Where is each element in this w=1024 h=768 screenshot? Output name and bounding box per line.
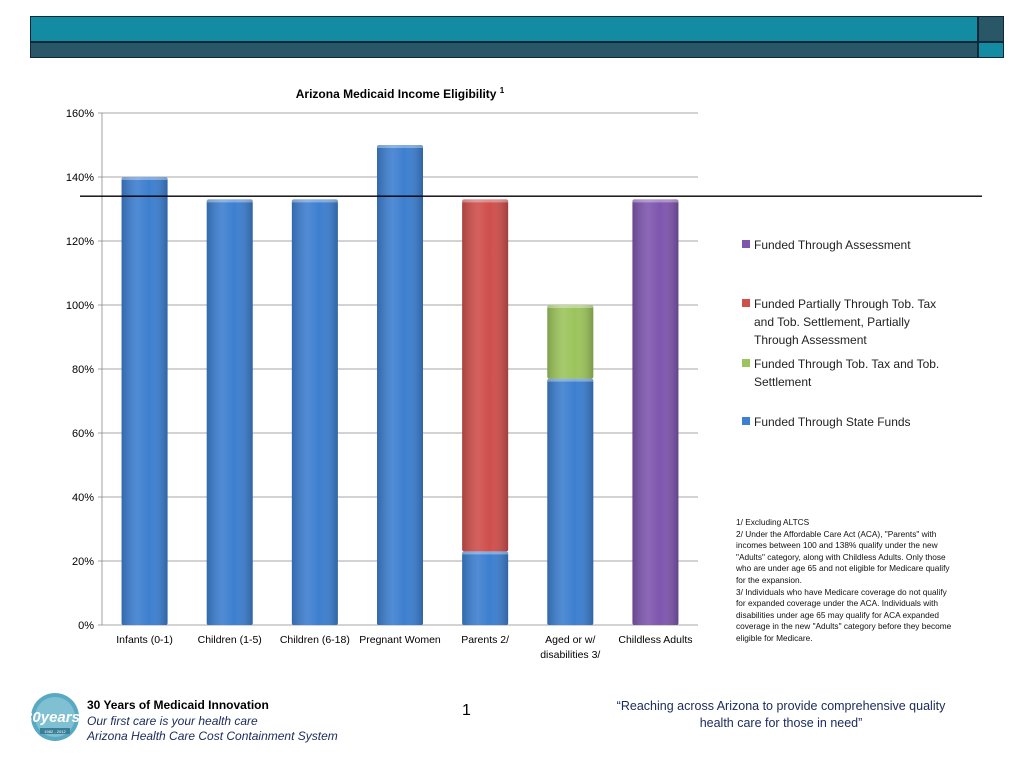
chart-title: Arizona Medicaid Income Eligibility 1 (150, 86, 650, 101)
chart-title-footnote-mark: 1 (499, 86, 505, 95)
bar (377, 145, 423, 625)
page-number: 1 (462, 702, 471, 719)
header-square-top (978, 16, 1004, 42)
y-tick-label: 120% (66, 236, 94, 248)
bar-cap (547, 378, 594, 382)
y-tick-label: 40% (72, 492, 94, 504)
legend-label: and Tob. Settlement, Partially (754, 315, 910, 329)
x-tick-label: Children (6-18) (280, 634, 350, 646)
logo-text: 30years (30, 709, 80, 726)
footer-quote-line-1: “Reaching across Arizona to provide comp… (616, 699, 946, 713)
bar-shading (206, 199, 253, 625)
bar-shading (632, 199, 679, 625)
header-bar-top (30, 16, 978, 42)
legend-swatch (742, 359, 750, 367)
legend-label: Funded Through State Funds (754, 415, 911, 429)
bar (462, 551, 509, 625)
bar-shading (121, 177, 168, 625)
bar-shading (547, 378, 594, 625)
30-years-logo: 30years 1982 - 2012 (30, 693, 80, 741)
bar (632, 199, 679, 625)
y-tick-label: 100% (66, 300, 94, 312)
y-tick-label: 140% (66, 172, 94, 184)
legend-item: Funded Through Assessment (742, 236, 984, 254)
bar-shading (462, 551, 509, 625)
legend-label: Funded Through Tob. Tax and Tob. (754, 357, 940, 371)
legend-label: Funded Partially Through Tob. Tax (754, 297, 937, 311)
bar-shading (547, 305, 594, 379)
footnotes: 1/ Excluding ALTCS 2/ Under the Affordabl… (736, 517, 956, 645)
x-tick-label: disabilities 3/ (540, 649, 600, 661)
footer-quote-line-2: health care for those in need” (699, 716, 863, 730)
bar-cap (291, 199, 338, 203)
bar (206, 199, 253, 625)
bar-cap (462, 199, 509, 203)
y-tick-label: 80% (72, 364, 94, 376)
bar-shading (377, 145, 423, 625)
logo-years: 1982 - 2012 (44, 729, 66, 734)
header-bar-bottom (30, 42, 978, 58)
bar-shading (462, 199, 509, 552)
bar-shading (291, 199, 338, 625)
bar (547, 305, 594, 379)
footnote: 3/ Individuals who have Medicare coverag… (736, 586, 952, 643)
bar (462, 199, 509, 552)
y-tick-label: 20% (72, 556, 94, 568)
legend-swatch (742, 417, 750, 425)
bar-cap (632, 199, 679, 203)
legend-label: Settlement (754, 375, 812, 389)
footer-title: 30 Years of Medicaid Innovation (87, 698, 269, 712)
x-tick-label: Children (1-5) (198, 634, 262, 646)
x-tick-label: Pregnant Women (359, 634, 441, 646)
bar (121, 177, 168, 625)
footnote: 2/ Under the Affordable Care Act (ACA), … (736, 528, 950, 585)
legend-item: Funded Through Tob. Tax and Tob. Settleme… (742, 355, 984, 391)
x-tick-label: Infants (0-1) (116, 634, 173, 646)
footer-left: 30 Years of Medicaid Innovation Our firs… (87, 698, 338, 745)
legend-label: Funded Through Assessment (754, 238, 911, 252)
footer-quote: “Reaching across Arizona to provide comp… (588, 698, 974, 732)
bar-cap (121, 177, 168, 180)
y-tick-label: 60% (72, 428, 94, 440)
bar (291, 199, 338, 625)
bar-cap (547, 305, 594, 308)
legend-swatch (742, 299, 750, 307)
legend-item: Funded Through State Funds (742, 413, 984, 431)
legend-label: Through Assessment (754, 333, 867, 347)
bar-cap (377, 145, 423, 148)
x-tick-label: Parents 2/ (461, 634, 509, 646)
y-tick-label: 0% (78, 620, 94, 632)
bar (547, 378, 594, 625)
footer-line-3: Arizona Health Care Cost Containment Sys… (87, 729, 338, 743)
header-square-bottom (978, 42, 1004, 58)
footer-line-2: Our first care is your health care (87, 713, 258, 728)
x-tick-label: Childless Adults (618, 634, 692, 646)
bar-cap (206, 199, 253, 203)
bar-cap (462, 551, 509, 555)
x-tick-label: Aged or w/ (545, 634, 595, 646)
footnote: 1/ Excluding ALTCS (736, 517, 810, 527)
chart-title-text: Arizona Medicaid Income Eligibility (295, 87, 497, 101)
y-tick-label: 160% (66, 108, 94, 120)
legend-swatch (742, 240, 750, 248)
legend-item: Funded Partially Through Tob. Tax and Tob… (742, 295, 984, 349)
